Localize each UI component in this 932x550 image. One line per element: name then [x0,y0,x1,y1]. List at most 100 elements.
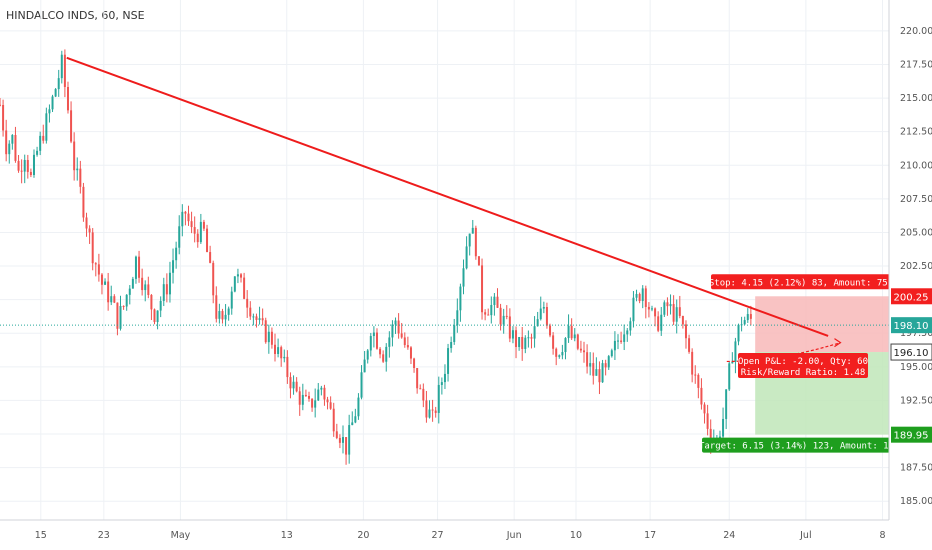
candle-body [555,348,558,357]
candle-body [199,221,202,243]
y-tick-label: 205.00 [900,227,932,238]
candle-body [125,294,128,307]
candle-body [660,314,663,331]
candle-body [505,315,508,317]
candle-body [63,54,66,87]
candle-body [688,338,691,352]
x-tick-label: 17 [644,530,656,541]
candle-body [474,227,477,257]
candle-body [669,304,672,307]
candle-body [400,333,403,338]
candle-body [277,347,280,354]
candle-body [524,337,527,349]
candle-body [5,130,8,155]
candle-body [456,310,459,326]
candle-body [128,288,131,295]
projection-arrow [726,342,841,363]
candle-body [728,363,731,390]
candle-body [468,233,471,247]
candle-body [202,221,205,229]
candle-body [100,274,103,285]
candle-body [104,281,107,285]
y-tick-label: 195.00 [900,362,932,373]
candle-body [227,308,230,315]
candle-body [159,300,162,311]
candle-body [746,314,749,321]
candle-body [561,352,564,356]
candle-body [678,307,681,316]
target-label-text: Target: 6.15 (3.14%) 123, Amount: 13 [699,442,894,452]
candle-body [592,363,595,376]
candle-body [394,320,397,325]
x-tick-label: Jun [506,530,522,541]
target-label: Target: 6.15 (3.14%) 123, Amount: 13 [699,437,894,453]
candle-body [493,296,496,305]
y-tick-label: 207.50 [900,194,932,205]
candle-body [8,143,11,155]
candle-body [626,330,629,335]
candle-body [295,381,298,392]
candle-body [70,110,73,142]
candle-body [462,268,465,287]
candle-body [26,159,29,172]
candle-body [14,135,17,161]
candle-body [97,264,100,275]
candle-body [499,307,502,325]
candle-body [487,314,490,316]
candle-body [629,321,632,331]
candle-body [335,431,338,438]
candle-body [385,346,388,362]
target-label-bg [702,437,891,453]
candle-body [360,372,363,398]
candle-body [709,428,712,443]
stop-label-text: Stop: 4.15 (2.12%) 83, Amount: 751 [709,278,893,288]
y-tick-label: 217.50 [900,59,932,70]
y-tick-label: 215.00 [900,93,932,104]
entry-price-tag [891,344,932,361]
candle-body [317,389,320,401]
stop-zone[interactable] [755,296,890,353]
candle-body [570,325,573,339]
candle-body [589,363,592,367]
candle-body [175,247,178,261]
stop-price-tag-text: 200.25 [894,292,929,303]
candle-body [586,352,589,367]
y-tick-label: 187.50 [900,463,932,474]
pnl-label-text: Open P&L: -2.00, Qty: 60 [738,357,868,367]
candle-body [39,135,42,151]
candle-body [496,296,499,308]
candle-body [283,356,286,359]
candle-body [647,306,650,310]
stop-label: Stop: 4.15 (2.12%) 83, Amount: 751 [709,274,893,290]
x-tick-label: Jul [799,530,811,541]
candle-body [700,387,703,405]
candle-body [583,350,586,353]
candle-body [502,315,505,325]
candle-body [320,387,323,390]
price-axis[interactable] [889,0,932,550]
candle-body [79,168,82,187]
candle-body [91,232,94,264]
candle-body [428,409,431,418]
candle-body [267,331,270,343]
x-tick-label: 27 [431,530,443,541]
time-axis[interactable] [0,520,932,550]
trendline[interactable] [66,56,829,337]
candle-body [545,307,548,326]
candle-body [23,159,26,172]
candle-body [576,334,579,349]
candle-body [527,337,530,339]
candle-body [598,369,601,383]
candle-body [718,436,721,439]
candle-body [638,293,641,302]
candle-body [477,256,480,266]
candle-body [549,325,552,336]
candle-body [329,402,332,409]
candle-body [249,307,252,317]
candle-body [298,391,301,405]
candle-body [542,307,545,309]
candle-body [264,320,267,343]
y-tick-label: 212.50 [900,127,932,138]
